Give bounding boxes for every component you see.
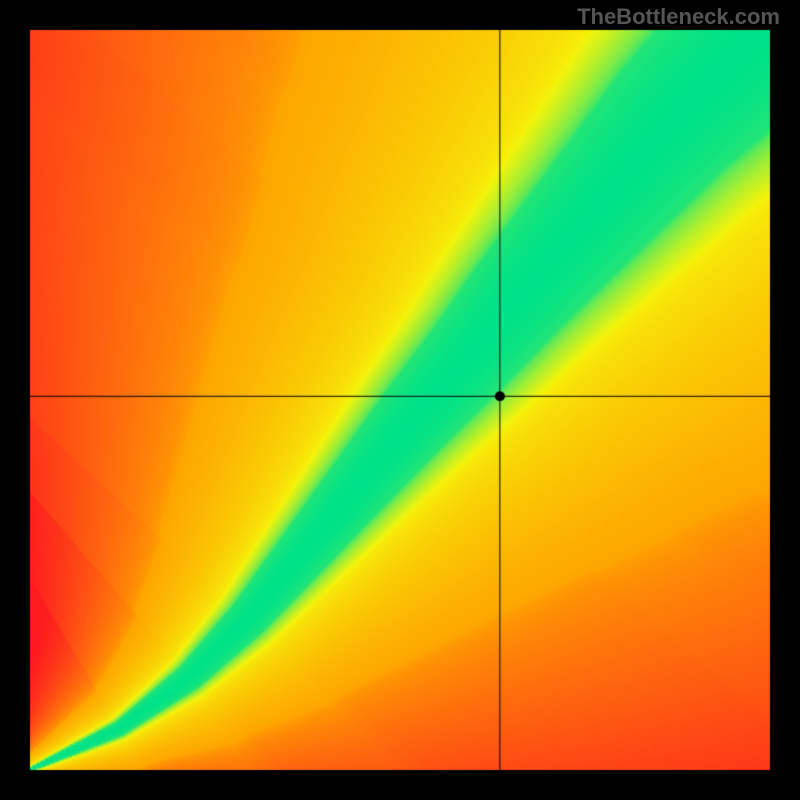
bottleneck-heatmap <box>0 0 800 800</box>
watermark-text: TheBottleneck.com <box>577 4 780 30</box>
